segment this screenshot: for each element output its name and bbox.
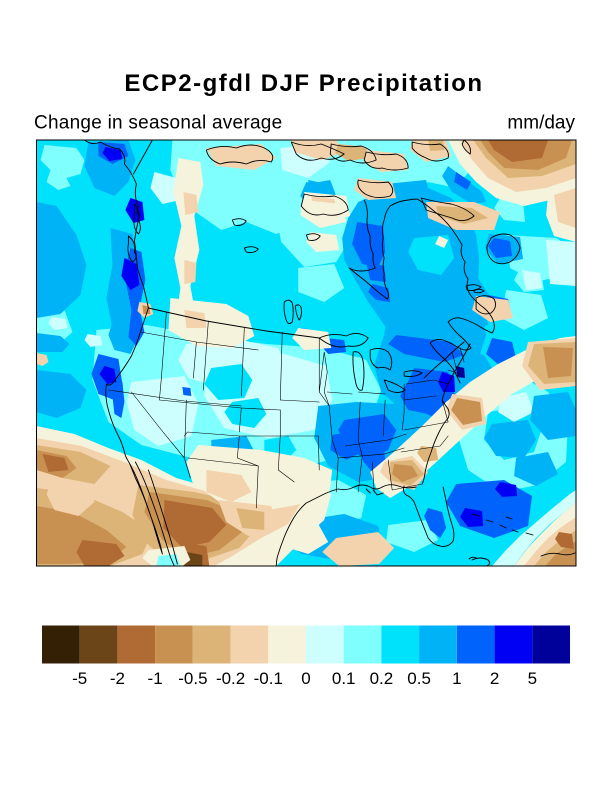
svg-text:-0.1: -0.1	[254, 669, 283, 688]
svg-text:1: 1	[452, 669, 461, 688]
svg-text:-0.2: -0.2	[216, 669, 245, 688]
svg-text:mm/day: mm/day	[507, 113, 575, 134]
svg-text:-2: -2	[110, 669, 125, 688]
svg-text:0.1: 0.1	[332, 669, 356, 688]
svg-text:ECP2-gfdl DJF Precipitation: ECP2-gfdl DJF Precipitation	[124, 70, 483, 97]
svg-text:Change in seasonal average: Change in seasonal average	[34, 113, 282, 134]
svg-text:5: 5	[528, 669, 537, 688]
svg-text:2: 2	[490, 669, 499, 688]
svg-text:0.2: 0.2	[370, 669, 394, 688]
svg-text:0: 0	[301, 669, 310, 688]
svg-text:-0.5: -0.5	[178, 669, 207, 688]
svg-text:0.5: 0.5	[407, 669, 431, 688]
svg-text:-5: -5	[72, 669, 87, 688]
svg-text:-1: -1	[148, 669, 163, 688]
